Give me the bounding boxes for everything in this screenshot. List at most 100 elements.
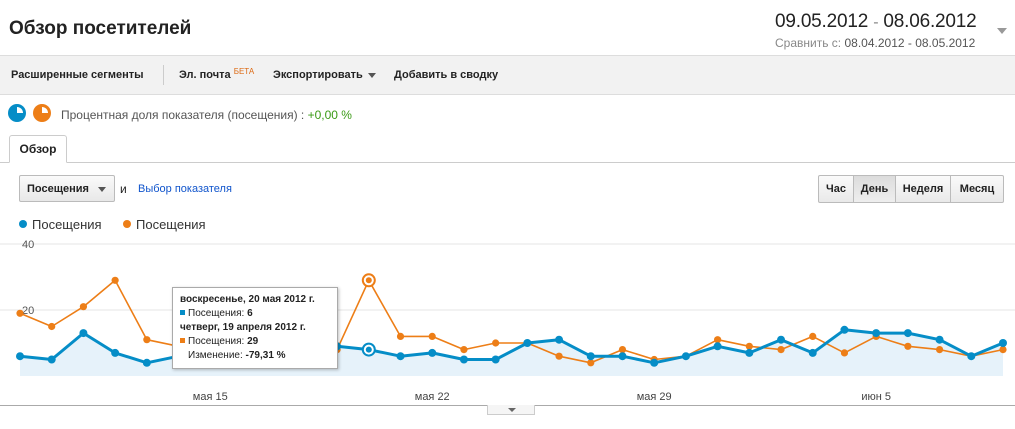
data-point xyxy=(491,355,500,364)
data-point xyxy=(555,335,564,344)
period-week-button[interactable]: Неделя xyxy=(895,175,951,203)
export-label: Экспортировать xyxy=(273,69,363,81)
date-range: 09.05.2012 - 08.06.2012 xyxy=(775,11,977,33)
series-square-icon xyxy=(180,310,185,315)
legend-item-current[interactable]: Посещения xyxy=(19,217,102,232)
data-point-highlight xyxy=(365,277,372,284)
legend-label: Посещения xyxy=(136,217,206,232)
data-point xyxy=(999,339,1007,347)
tooltip-date-compare: четверг, 19 апреля 2012 г. xyxy=(180,322,306,333)
data-point xyxy=(714,336,722,344)
y-tick-label: 40 xyxy=(22,239,34,251)
data-point xyxy=(809,332,817,340)
data-point xyxy=(396,352,405,361)
data-point xyxy=(618,346,627,354)
page-title: Обзор посетителей xyxy=(9,18,192,39)
data-point xyxy=(935,335,944,344)
segment-pie-icon[interactable] xyxy=(33,104,51,122)
tooltip-series-label: Посещения: xyxy=(188,336,245,347)
data-point xyxy=(745,342,753,350)
segment-share-text: Процентная доля показателя (посещения) :… xyxy=(61,108,352,122)
data-point xyxy=(428,332,436,340)
metric-dropdown[interactable]: Посещения xyxy=(19,175,115,202)
data-point xyxy=(840,325,849,334)
add-to-dashboard-button[interactable]: Добавить в сводку xyxy=(394,69,499,81)
toolbar-divider xyxy=(163,65,164,85)
date-start: 09.05.2012 xyxy=(775,11,869,32)
data-point xyxy=(555,352,563,360)
compare-range: Сравнить с: 08.04.2012 - 08.05.2012 xyxy=(775,36,975,50)
tooltip-series-label: Посещения: xyxy=(188,308,245,319)
select-metric-link[interactable]: Выбор показателя xyxy=(138,183,232,195)
and-label: и xyxy=(120,182,127,196)
chevron-down-icon xyxy=(367,72,376,78)
compare-label: Сравнить с: xyxy=(775,36,842,50)
data-point xyxy=(460,346,468,354)
data-point xyxy=(16,309,24,317)
data-point xyxy=(142,358,151,367)
tooltip-value-compare: 29 xyxy=(247,336,259,347)
period-month-button[interactable]: Месяц xyxy=(950,175,1004,203)
segment-pie-icon[interactable] xyxy=(8,104,26,122)
tab-overview[interactable]: Обзор xyxy=(9,135,67,163)
data-point xyxy=(79,303,88,311)
data-point xyxy=(48,322,56,331)
x-tick-label: мая 22 xyxy=(415,391,450,403)
segment-share-change: +0,00 % xyxy=(307,108,352,122)
export-button[interactable]: Экспортировать xyxy=(273,69,376,81)
series-square-icon xyxy=(180,338,185,343)
data-point xyxy=(79,329,88,338)
y-tick-label: 20 xyxy=(22,305,34,317)
data-point xyxy=(808,348,817,357)
tooltip-change-label: Изменение: xyxy=(188,350,243,361)
data-point xyxy=(935,346,944,354)
email-button[interactable]: Эл. почта БЕТА xyxy=(179,67,254,81)
data-point xyxy=(872,329,881,338)
data-point xyxy=(396,332,405,340)
data-point xyxy=(111,348,120,357)
advanced-segments-button[interactable]: Расширенные сегменты xyxy=(11,69,144,81)
segment-row: Процентная доля показателя (посещения) :… xyxy=(8,104,508,124)
data-point-highlight xyxy=(365,346,372,353)
data-point xyxy=(587,359,595,367)
tooltip-row-compare: Посещения: 29 xyxy=(180,335,330,349)
report-toolbar: Расширенные сегменты Эл. почта БЕТА Эксп… xyxy=(0,55,1015,95)
data-point xyxy=(903,329,912,338)
tooltip-date-current: воскресенье, 20 мая 2012 г. xyxy=(180,294,315,305)
data-point xyxy=(428,348,437,357)
data-point xyxy=(713,342,722,351)
visits-line-chart[interactable]: 40 20 мая 15 мая 22 мая 29 июн 5 xyxy=(0,236,1015,406)
metric-dropdown-value: Посещения xyxy=(27,183,89,195)
data-point xyxy=(47,355,56,364)
legend-dot-icon xyxy=(123,220,131,228)
data-point xyxy=(650,358,659,367)
chart-expand-handle[interactable] xyxy=(487,405,535,415)
date-end: 08.06.2012 xyxy=(883,11,977,32)
legend-item-compare[interactable]: Посещения xyxy=(123,217,206,232)
data-point xyxy=(16,352,24,361)
period-day-button[interactable]: День xyxy=(853,175,896,203)
data-point xyxy=(777,346,785,354)
data-point xyxy=(492,339,500,347)
data-point xyxy=(745,348,754,357)
tooltip-row-change: Изменение: -79,31 % xyxy=(180,349,330,363)
data-point xyxy=(777,335,786,344)
chart-tooltip: воскресенье, 20 мая 2012 г. Посещения: 6… xyxy=(172,287,338,369)
data-point xyxy=(681,352,690,361)
period-hour-button[interactable]: Час xyxy=(818,175,854,203)
data-point xyxy=(999,346,1007,354)
data-point xyxy=(967,352,976,361)
data-point xyxy=(840,349,849,357)
segment-share-label: Процентная доля показателя (посещения) : xyxy=(61,108,305,122)
data-point xyxy=(618,352,627,361)
x-tick-label: июн 5 xyxy=(861,391,891,403)
data-point xyxy=(523,339,532,347)
chevron-down-icon[interactable] xyxy=(997,28,1007,34)
tooltip-change-value: -79,31 % xyxy=(245,350,286,361)
data-point xyxy=(143,336,151,344)
date-separator: - xyxy=(873,14,879,31)
legend-label: Посещения xyxy=(32,217,102,232)
data-point xyxy=(586,352,595,361)
date-range-picker[interactable]: 09.05.2012 - 08.06.2012 Сравнить с: 08.0… xyxy=(771,8,1011,54)
tooltip-value-current: 6 xyxy=(247,308,253,319)
